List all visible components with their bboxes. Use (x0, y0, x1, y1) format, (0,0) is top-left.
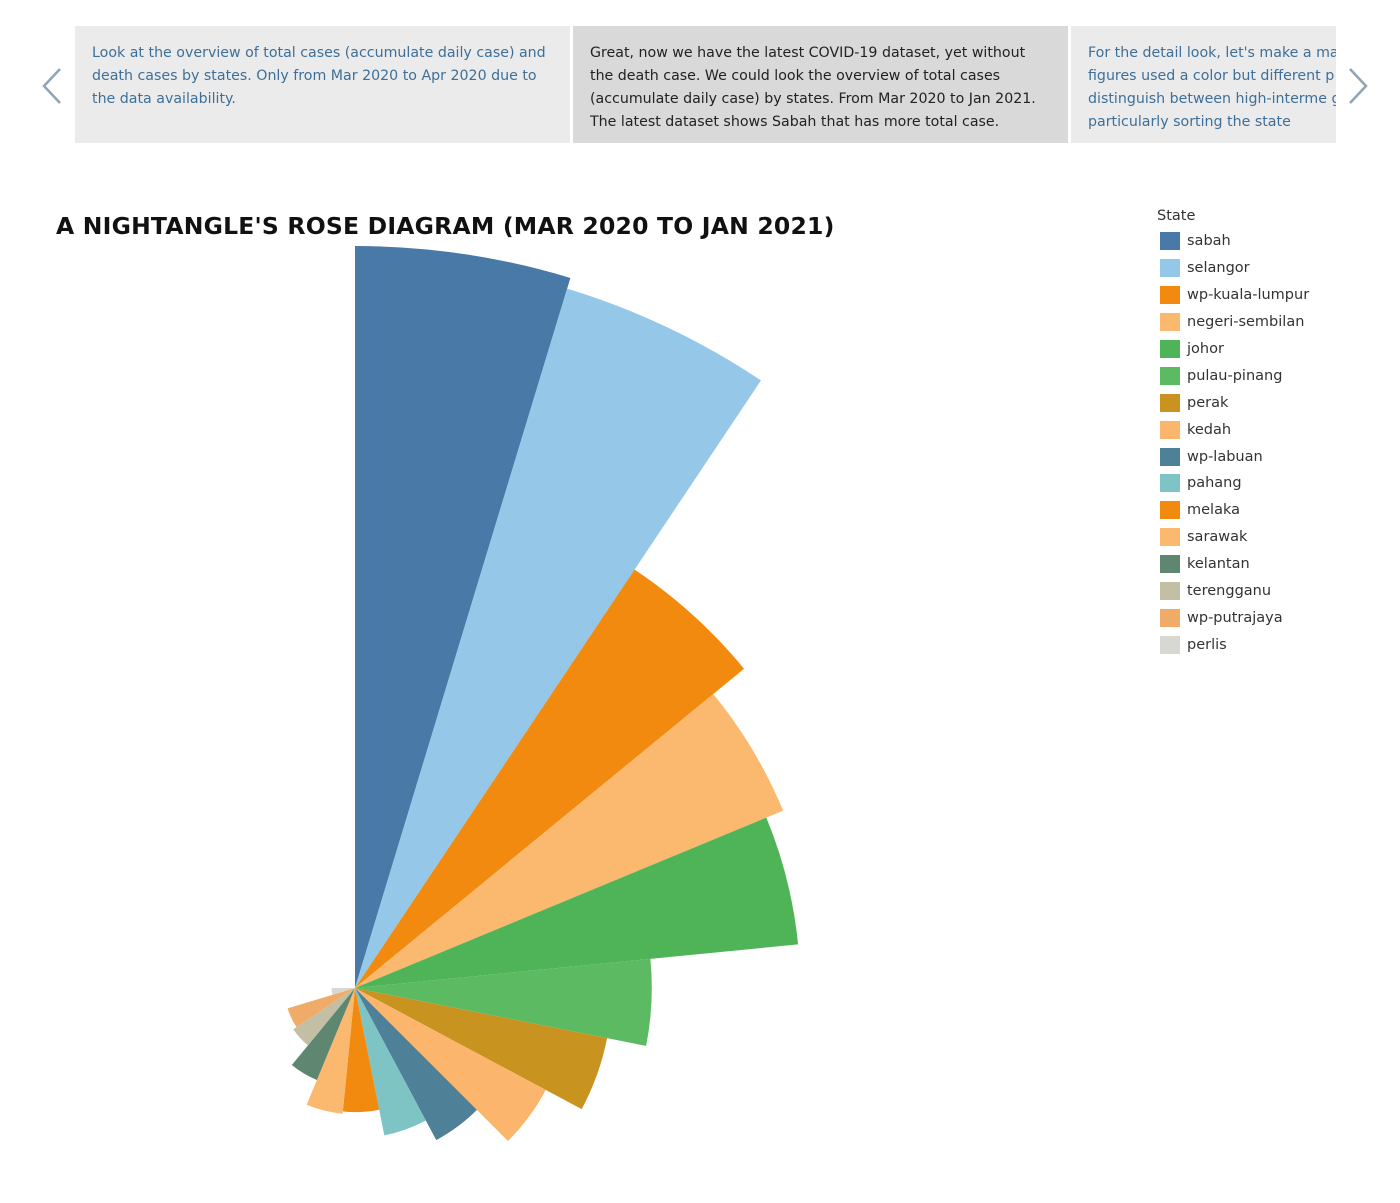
chevron-left-icon (42, 68, 61, 104)
legend-label: sarawak (1187, 529, 1248, 546)
legend-label: perlis (1187, 636, 1227, 653)
rose-segment-kelantan[interactable] (291, 988, 355, 1080)
legend-label: wp-kuala-lumpur (1187, 287, 1310, 304)
legend-item-wp-kuala-lumpur[interactable]: wp-kuala-lumpur (1157, 282, 1387, 309)
legend-swatch (1160, 501, 1180, 520)
story-point-3-text: For the detail look, let's make a ma fig… (1088, 45, 1336, 130)
legend-swatch (1160, 635, 1180, 654)
legend-label: melaka (1187, 502, 1240, 519)
rose-segment-terengganu[interactable] (293, 988, 355, 1046)
rose-segment-negeri-sembilan[interactable] (355, 694, 784, 988)
legend-label: pahang (1187, 475, 1242, 492)
legend-swatch (1160, 420, 1180, 439)
story-points-strip: Look at the overview of total cases (acc… (75, 26, 1336, 143)
legend-item-perak[interactable]: perak (1157, 389, 1387, 416)
legend-label: pulau-pinang (1187, 367, 1283, 384)
legend-label: kedah (1187, 421, 1232, 438)
legend-item-perlis[interactable]: perlis (1157, 631, 1387, 658)
rose-segment-wp-putrajaya[interactable] (287, 988, 355, 1028)
legend-swatch (1160, 608, 1180, 627)
legend-label: negeri-sembilan (1187, 314, 1305, 331)
legend-label: perak (1187, 394, 1229, 411)
story-point-1[interactable]: Look at the overview of total cases (acc… (75, 26, 570, 143)
rose-segment-johor[interactable] (355, 817, 799, 988)
rose-segment-sarawak[interactable] (306, 988, 355, 1114)
rose-segment-sabah[interactable] (355, 246, 571, 988)
legend-swatch (1160, 582, 1180, 601)
rose-segment-wp-labuan[interactable] (355, 988, 477, 1141)
legend-item-pahang[interactable]: pahang (1157, 470, 1387, 497)
legend-item-wp-labuan[interactable]: wp-labuan (1157, 443, 1387, 470)
legend-swatch (1160, 259, 1180, 278)
legend-item-wp-putrajaya[interactable]: wp-putrajaya (1157, 604, 1387, 631)
chevron-right-icon (1349, 68, 1368, 104)
legend-title: State (1157, 208, 1196, 224)
legend-item-pulau-pinang[interactable]: pulau-pinang (1157, 362, 1387, 389)
legend-item-terengganu[interactable]: terengganu (1157, 578, 1387, 605)
legend-swatch (1160, 286, 1180, 305)
legend-label: terengganu (1187, 583, 1272, 600)
legend-item-johor[interactable]: johor (1157, 336, 1387, 363)
legend-swatch (1160, 555, 1180, 574)
legend-swatch (1160, 528, 1180, 547)
legend-swatch (1160, 474, 1180, 493)
story-point-2[interactable]: Great, now we have the latest COVID-19 d… (573, 26, 1068, 143)
legend-item-melaka[interactable]: melaka (1157, 497, 1387, 524)
legend-swatch (1160, 313, 1180, 332)
legend-label: selangor (1187, 260, 1250, 277)
legend: State sabah selangor wp-kuala-lumpur negeri… (1157, 206, 1387, 658)
legend-item-selangor[interactable]: selangor (1157, 255, 1387, 282)
legend-swatch (1160, 366, 1180, 385)
rose-segment-pulau-pinang[interactable] (355, 958, 652, 1046)
legend-item-kedah[interactable]: kedah (1157, 416, 1387, 443)
legend-item-negeri-sembilan[interactable]: negeri-sembilan (1157, 309, 1387, 336)
legend-swatch (1160, 447, 1180, 466)
next-story-button[interactable] (1338, 62, 1378, 110)
rose-segment-perak[interactable] (355, 988, 608, 1110)
legend-items: sabah selangor wp-kuala-lumpur negeri-sembi… (1157, 228, 1387, 658)
legend-item-sarawak[interactable]: sarawak (1157, 524, 1387, 551)
rose-segment-perlis[interactable] (331, 988, 355, 995)
legend-label: kelantan (1187, 556, 1250, 573)
legend-label: sabah (1187, 233, 1231, 250)
chart-title: A NIGHTANGLE'S ROSE DIAGRAM (MAR 2020 TO… (56, 212, 835, 240)
story-point-3[interactable]: For the detail look, let's make a ma fig… (1071, 26, 1336, 143)
legend-swatch (1160, 232, 1180, 251)
legend-item-sabah[interactable]: sabah (1157, 228, 1387, 255)
legend-label: johor (1187, 341, 1224, 357)
legend-label: wp-labuan (1187, 448, 1263, 465)
rose-segment-wp-kuala-lumpur[interactable] (355, 569, 745, 988)
rose-segment-melaka[interactable] (342, 988, 380, 1113)
rose-segment-selangor[interactable] (355, 288, 761, 988)
rose-segment-pahang[interactable] (355, 988, 426, 1136)
legend-item-kelantan[interactable]: kelantan (1157, 551, 1387, 578)
legend-swatch (1160, 393, 1180, 412)
legend-swatch (1160, 340, 1180, 358)
previous-story-button[interactable] (32, 62, 72, 110)
legend-label: wp-putrajaya (1187, 609, 1283, 626)
rose-segment-kedah[interactable] (355, 988, 546, 1141)
